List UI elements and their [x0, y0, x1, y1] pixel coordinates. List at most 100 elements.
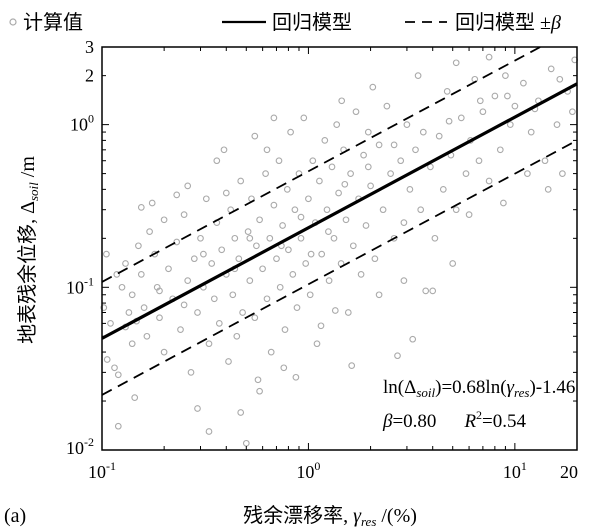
data-point: [280, 364, 288, 372]
y-tick-label: 2: [85, 66, 94, 86]
data-point: [452, 206, 460, 214]
data-point: [462, 170, 470, 177]
data-point: [313, 340, 321, 348]
legend: 计算值 回归模型 回归模型 ±β: [9, 11, 561, 34]
data-point: [281, 326, 289, 333]
data-point: [128, 291, 136, 299]
data-point: [263, 146, 271, 154]
legend-item-scatter: 计算值: [9, 11, 83, 34]
data-point: [297, 234, 305, 242]
data-point: [285, 246, 292, 254]
data-point: [156, 314, 163, 322]
data-point: [259, 265, 266, 273]
data-point: [360, 151, 367, 159]
data-point: [375, 141, 383, 149]
data-point: [256, 387, 263, 395]
data-point: [321, 137, 329, 144]
data-point: [349, 242, 357, 250]
data-point: [215, 320, 223, 327]
data-point: [184, 182, 192, 190]
data-point: [524, 170, 531, 177]
data-point: [331, 307, 339, 314]
data-point: [270, 114, 278, 122]
data-point: [325, 277, 333, 284]
data-point: [341, 180, 349, 188]
legend-scatter-label: 计算值: [23, 11, 83, 34]
data-point: [289, 271, 297, 278]
data-point: [273, 255, 280, 263]
data-point: [225, 358, 232, 365]
data-point: [148, 199, 156, 207]
x-tick-label: 10-1: [88, 459, 116, 482]
data-point: [325, 228, 332, 235]
data-point: [275, 157, 283, 165]
data-point: [205, 428, 213, 435]
data-point: [173, 238, 181, 246]
data-point: [137, 271, 145, 278]
data-point: [506, 121, 514, 128]
data-point: [253, 242, 260, 250]
data-point: [485, 53, 493, 61]
data-point: [318, 250, 326, 258]
data-point: [511, 102, 519, 110]
legend-item-band: 回归模型 ±β: [405, 11, 561, 34]
data-point: [400, 277, 408, 284]
data-point: [335, 189, 342, 197]
data-point: [449, 260, 457, 267]
data-point: [412, 146, 419, 154]
data-point: [173, 191, 181, 199]
data-point: [302, 260, 310, 267]
data-point: [297, 213, 305, 221]
data-point: [235, 255, 243, 263]
data-point: [254, 376, 262, 384]
data-point: [419, 128, 427, 136]
data-point: [397, 157, 405, 165]
data-point: [251, 132, 259, 140]
data-point: [403, 121, 411, 128]
legend-scatter-marker: [9, 18, 17, 26]
data-point: [231, 234, 239, 242]
data-point: [553, 121, 561, 128]
data-point: [220, 146, 228, 154]
data-point: [452, 59, 460, 67]
data-point: [367, 182, 374, 190]
data-point: [107, 320, 114, 327]
data-point: [305, 195, 312, 203]
data-point: [409, 335, 417, 343]
data-point: [344, 309, 352, 316]
data-point: [293, 304, 301, 311]
y-tick-label: 10-1: [66, 274, 94, 297]
data-point: [309, 157, 317, 165]
y-tick-label: 3: [85, 37, 94, 57]
data-point: [229, 291, 237, 299]
data-point: [414, 72, 422, 79]
data-point: [479, 108, 487, 116]
data-point: [287, 128, 294, 136]
data-point: [496, 146, 504, 154]
x-tick-label: 100: [296, 459, 320, 482]
data-point: [556, 75, 564, 83]
data-point: [143, 332, 151, 340]
data-point: [316, 177, 323, 185]
data-point: [485, 177, 493, 185]
data-point: [146, 228, 153, 235]
data-point: [400, 219, 408, 226]
data-point: [357, 271, 365, 278]
data-point: [128, 340, 136, 348]
data-point: [406, 186, 414, 193]
data-point: [306, 291, 314, 299]
data-point: [190, 255, 198, 263]
regression-equation: ln(Δsoil)=0.68ln(γres)-1.46: [383, 377, 575, 400]
data-point: [246, 234, 254, 242]
legend-item-regression: 回归模型: [222, 11, 352, 34]
data-point: [125, 309, 133, 316]
data-point: [323, 206, 331, 214]
data-point: [559, 170, 566, 177]
regression-annotation: ln(Δsoil)=0.68ln(γres)-1.46 β=0.80 R2=0.5…: [382, 377, 575, 432]
y-axis-label: 地表残余位移, Δsoil /m: [16, 156, 41, 344]
data-point: [205, 340, 213, 348]
data-point: [502, 72, 509, 79]
